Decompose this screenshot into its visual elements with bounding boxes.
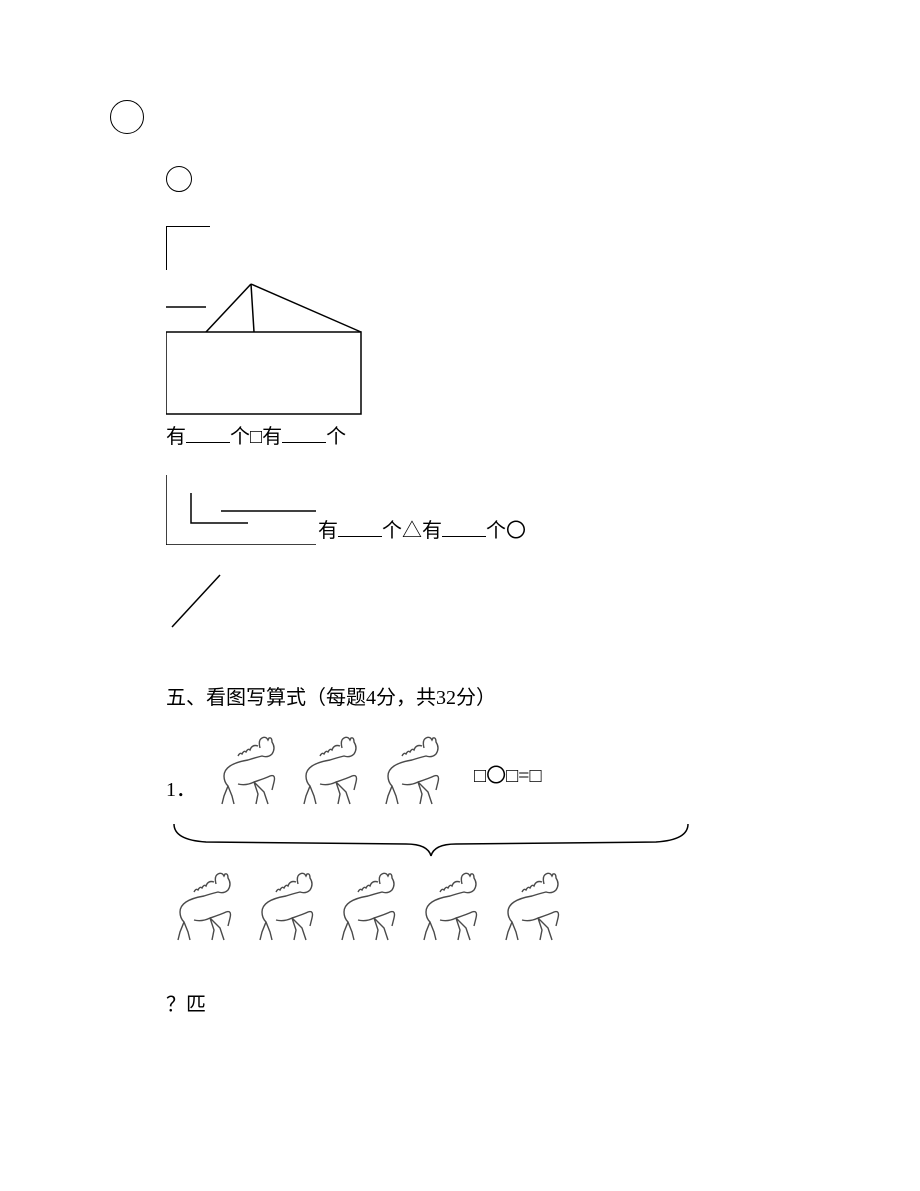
count-line-1: 有 个□有 个 [166,423,920,451]
horse-group-5 [166,870,920,942]
horse-icon [166,870,242,942]
horse-icon [210,734,286,806]
curly-brace [166,820,920,860]
blank-1 [186,442,230,443]
shape-house [166,282,920,417]
horse-icon [292,734,368,806]
count-line-2: 有 个△有 个〇 [318,517,526,545]
shape-circle-small [166,166,192,192]
shape-bracket [166,226,210,270]
blank-2 [282,442,326,443]
blank-3 [338,536,382,537]
shape-slash [166,571,920,631]
q1-equation: □〇□=□ [474,759,542,806]
horse-icon [374,734,450,806]
unit-text: ？匹 [166,988,920,1017]
horse-icon [248,870,324,942]
blank-4 [442,536,486,537]
shape-stairs [166,475,316,545]
horse-icon [330,870,406,942]
horse-icon [412,870,488,942]
text-you-1: 有 [166,426,186,448]
question-1-row: 1． □〇□=□ [166,734,920,806]
section-5-title: 五、看图写算式（每题4分，共32分） [166,681,920,710]
shape-circle-large [110,100,144,134]
q1-number: 1． [166,773,196,806]
text-ge-square: 个□有 [230,426,282,448]
horse-group-3 [210,734,450,806]
horse-icon [494,870,570,942]
text-ge-circle: 个〇 [486,520,526,542]
text-ge-triangle: 个△有 [382,520,442,542]
text-you-2: 有 [318,520,338,542]
text-ge-2: 个 [326,426,346,448]
